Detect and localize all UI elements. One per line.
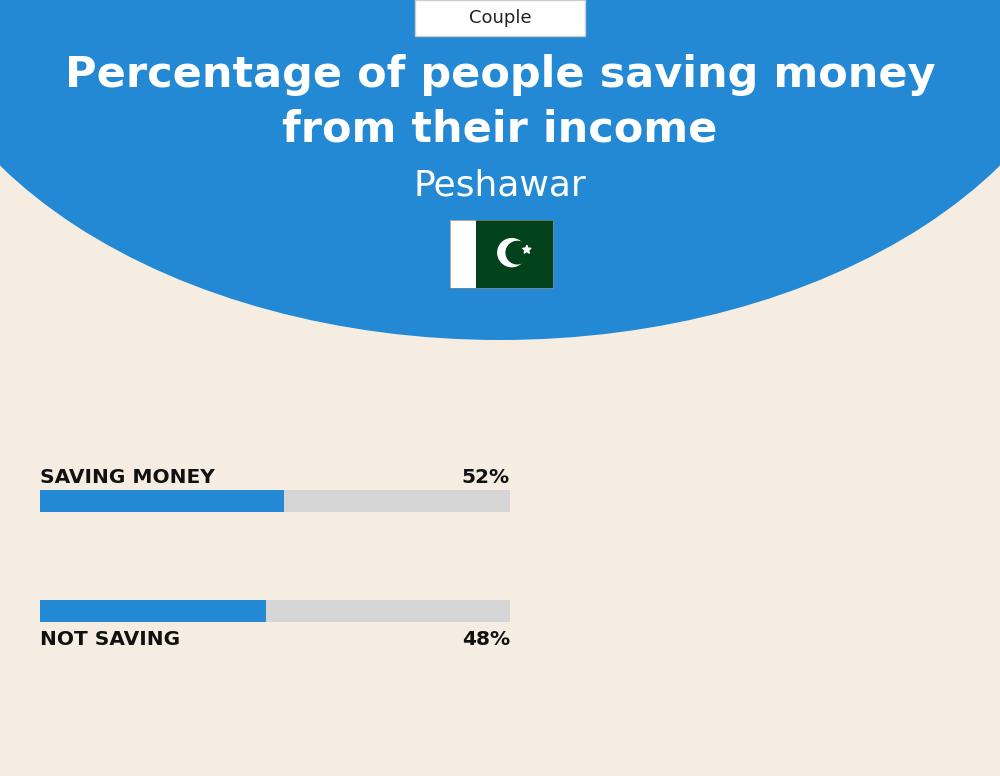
- Bar: [40, 600, 266, 622]
- Text: Couple: Couple: [469, 9, 531, 27]
- Bar: [476, 220, 553, 288]
- Bar: [40, 490, 284, 512]
- FancyBboxPatch shape: [415, 0, 585, 36]
- Text: NOT SAVING: NOT SAVING: [40, 630, 180, 649]
- Circle shape: [498, 239, 526, 267]
- Polygon shape: [523, 245, 531, 253]
- Text: Peshawar: Peshawar: [414, 168, 586, 202]
- Text: 48%: 48%: [462, 630, 510, 649]
- Bar: [40, 490, 510, 512]
- Text: 52%: 52%: [462, 468, 510, 487]
- Text: SAVING MONEY: SAVING MONEY: [40, 468, 215, 487]
- Bar: [40, 600, 510, 622]
- Bar: [450, 220, 476, 288]
- Text: from their income: from their income: [282, 109, 718, 151]
- Text: Percentage of people saving money: Percentage of people saving money: [65, 54, 935, 96]
- Bar: [450, 220, 553, 288]
- Circle shape: [506, 241, 528, 264]
- Ellipse shape: [0, 0, 1000, 340]
